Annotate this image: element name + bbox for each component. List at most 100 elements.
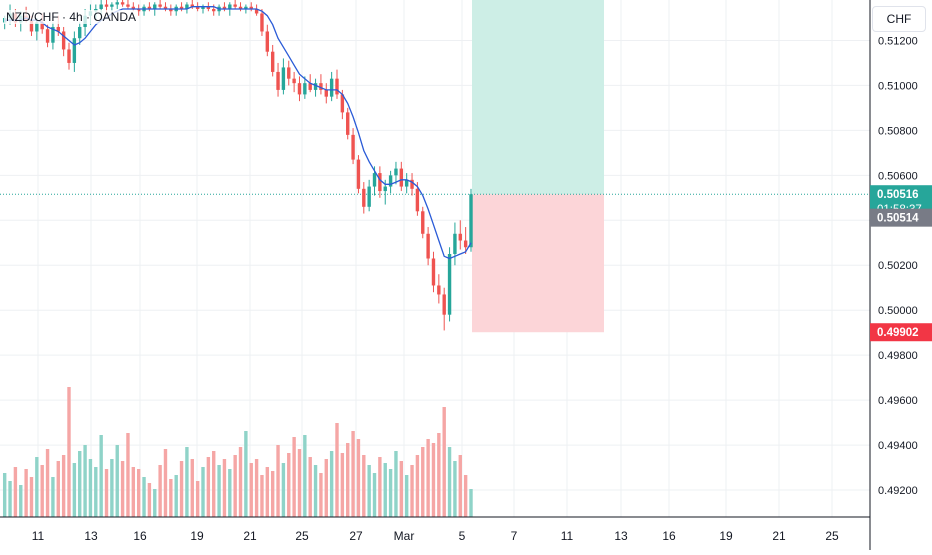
candle-body <box>179 6 184 9</box>
candle-body <box>201 6 205 9</box>
candle-body <box>335 78 339 95</box>
candle-body <box>388 175 393 187</box>
candle-body <box>163 6 168 9</box>
volume-bar <box>265 467 270 517</box>
candle-body <box>185 4 189 9</box>
candle-body <box>281 67 286 90</box>
candle-body <box>447 254 452 315</box>
volume-bar <box>388 469 393 517</box>
volume-bar <box>431 443 436 517</box>
x-tick-label: 16 <box>133 529 147 543</box>
candle-body <box>115 2 119 5</box>
stop-level-label: 0.49902 <box>870 323 932 342</box>
stop-zone <box>472 194 604 333</box>
volume-bar <box>340 453 345 517</box>
volume-bar <box>19 485 23 517</box>
y-tick-label: 0.51200 <box>878 35 918 47</box>
candle-body <box>313 83 318 90</box>
x-tick-label: 21 <box>243 529 257 543</box>
candle-body <box>399 168 404 187</box>
x-tick-label: 11 <box>32 529 45 543</box>
candle-body <box>249 6 253 9</box>
candle-body <box>45 29 50 43</box>
position-tool[interactable] <box>0 0 870 333</box>
y-tick-label: 0.49400 <box>878 440 918 452</box>
volume-bar <box>297 449 302 517</box>
volume-bar <box>51 477 55 517</box>
candle-body <box>254 8 259 14</box>
x-tick-label: 5 <box>459 529 466 543</box>
volume-bar <box>94 467 98 517</box>
candle-body <box>303 83 307 95</box>
volume-bar <box>88 459 93 517</box>
volume-bar <box>437 433 441 517</box>
candle-body <box>169 8 173 12</box>
candle-body <box>126 4 130 7</box>
candle-body <box>56 26 60 32</box>
candle-body <box>437 285 441 295</box>
volume-bar <box>329 451 334 517</box>
volume-bar <box>29 477 34 517</box>
currency-button[interactable]: CHF <box>872 6 926 32</box>
candle-body <box>469 194 473 248</box>
prev-close-label-text: 0.50514 <box>877 213 919 225</box>
volume-bar <box>222 459 227 517</box>
volume-bar <box>78 451 82 517</box>
volume-bar <box>335 423 339 517</box>
candle-body <box>463 240 468 248</box>
volume-bar <box>99 435 103 517</box>
candle-body <box>453 233 457 255</box>
candle-body <box>346 112 350 135</box>
candle-body <box>270 51 275 72</box>
candle-body <box>120 2 125 5</box>
candle-body <box>287 67 291 79</box>
ma-line <box>4 6 472 260</box>
volume-bar <box>303 435 307 517</box>
volume-bar <box>244 431 248 517</box>
volume-bar <box>421 447 425 517</box>
volume-bar <box>72 463 77 517</box>
volume-bar <box>287 453 291 517</box>
volume-bar <box>276 445 280 517</box>
volume-bar <box>458 455 462 517</box>
candle-body <box>351 134 355 160</box>
volume-bar <box>13 467 18 517</box>
candle-body <box>410 179 414 189</box>
volume-bar <box>142 477 146 517</box>
volume-bar <box>195 481 200 517</box>
candles <box>2 0 473 331</box>
candle-body <box>40 22 44 30</box>
volume-bar <box>399 461 404 517</box>
y-tick-label: 0.50200 <box>878 260 918 272</box>
candle-body <box>136 8 141 12</box>
candle-body <box>72 38 77 63</box>
volume-bar <box>313 465 318 517</box>
candle-body <box>340 94 345 113</box>
candle-body <box>329 78 334 97</box>
volume-bar <box>163 449 168 517</box>
candle-body <box>276 71 280 90</box>
volume-bar <box>281 463 286 517</box>
volume-bar <box>83 445 87 517</box>
candle-body <box>110 4 114 7</box>
x-tick-label: 13 <box>84 529 98 543</box>
volume-bar <box>67 387 71 517</box>
moving-average <box>4 6 472 260</box>
volume-bar <box>453 461 457 517</box>
volume-bar <box>61 455 66 517</box>
candle-body <box>78 26 82 39</box>
volume-bar <box>120 461 125 517</box>
volume-bar <box>104 469 109 517</box>
y-tick-label: 0.50800 <box>878 125 918 137</box>
volume-bar <box>270 471 275 517</box>
volume-bar <box>2 473 7 517</box>
volume-bar <box>292 437 296 517</box>
x-tick-label: 16 <box>662 529 676 543</box>
volume-bar <box>383 463 387 517</box>
candle-body <box>394 168 398 176</box>
candle-body <box>190 4 194 7</box>
volume-bar <box>351 431 355 517</box>
